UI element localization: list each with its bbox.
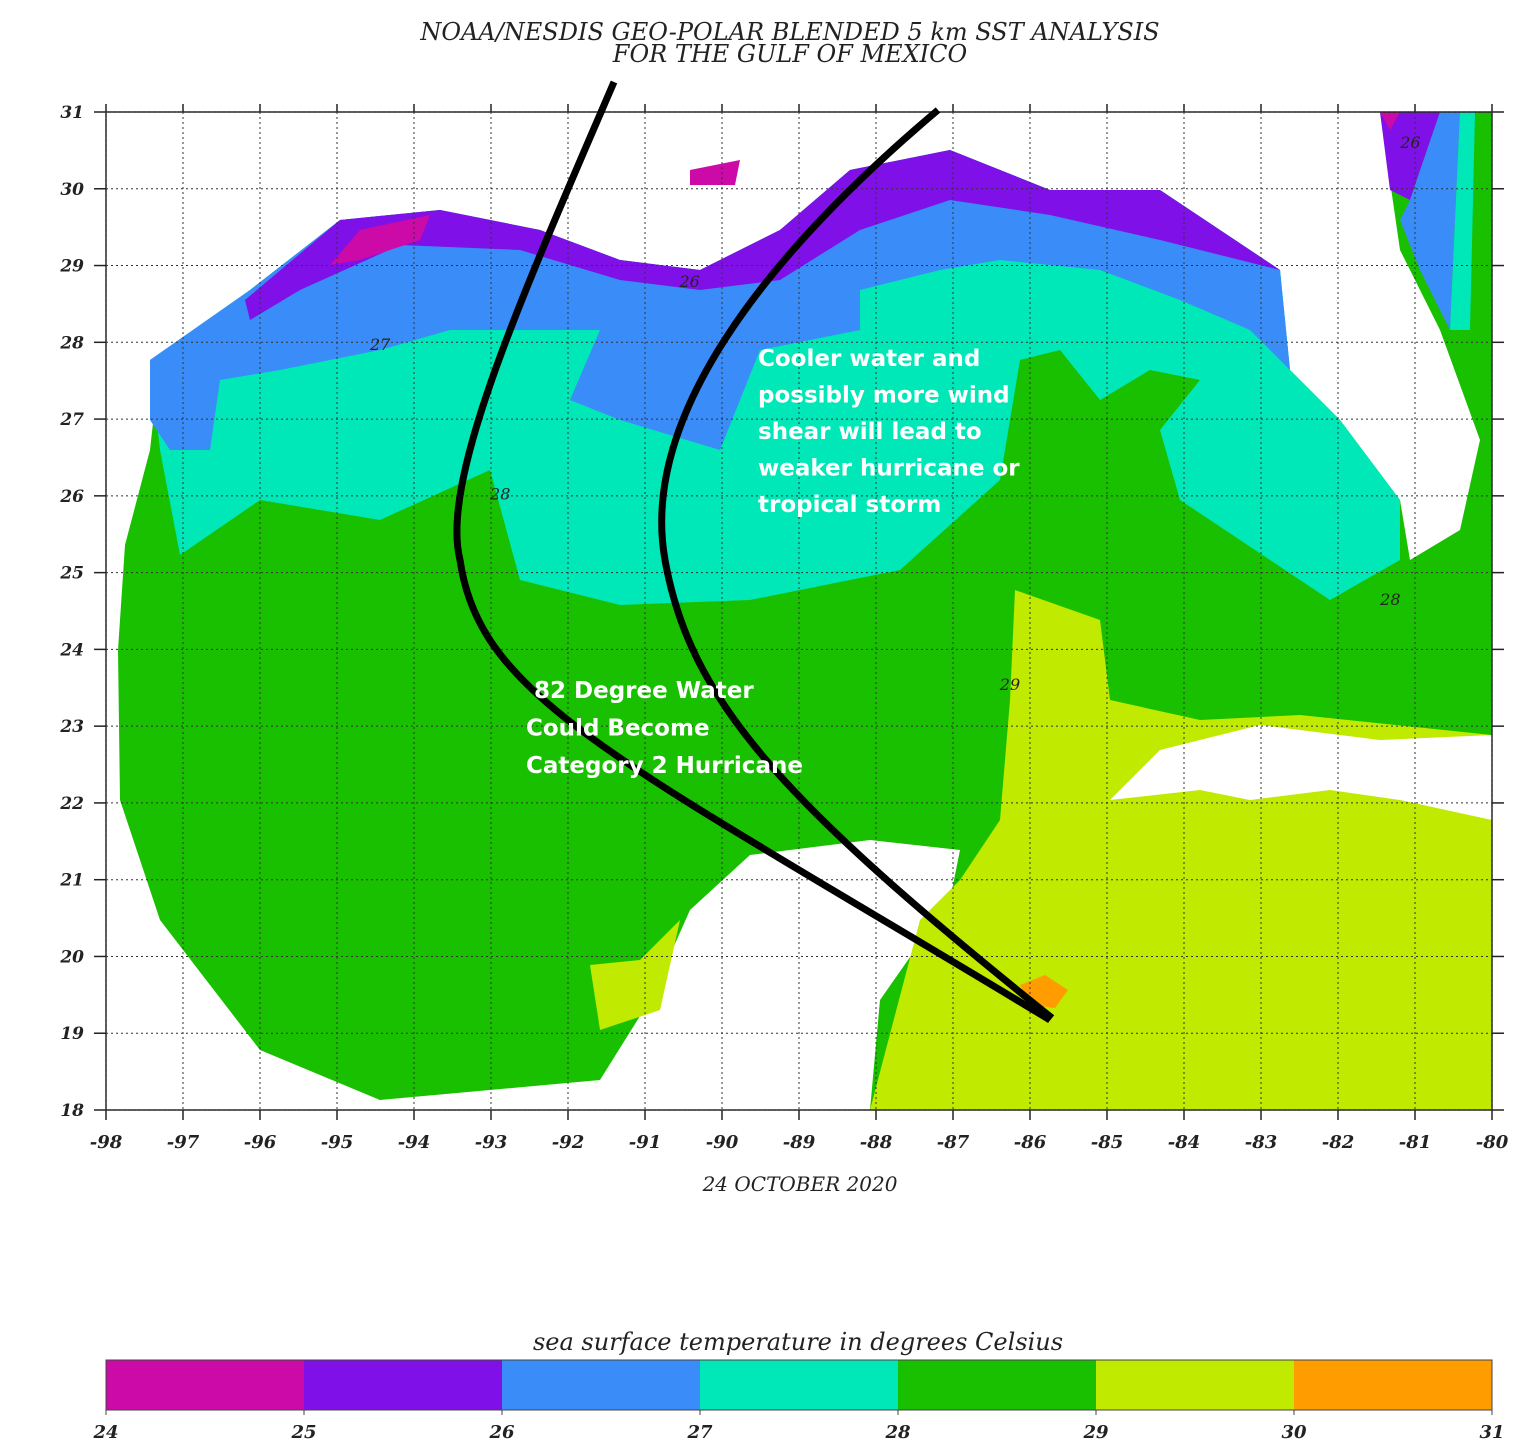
x-tick-label: -84 [1168, 1132, 1201, 1153]
colorbar-tick-label: 28 [884, 1422, 911, 1443]
y-tick-label: 19 [60, 1024, 84, 1044]
colorbar-segment [106, 1360, 304, 1410]
colorbar-segment [1096, 1360, 1294, 1410]
annotation-line: Cooler water and [758, 346, 980, 372]
graticule: -98 -97 -96 -95 -94 -93 -92 -91 -90 -89 -88 -87 -86 -… [59, 103, 1508, 1153]
annotation-line: shear will lead to [758, 419, 982, 445]
y-tick-label: 21 [59, 871, 84, 891]
x-tick-label: -94 [398, 1132, 431, 1153]
x-tick-label: -80 [1476, 1132, 1509, 1153]
contour-labels: 26 27 28 29 28 26 [369, 133, 1421, 694]
track-left [453, 80, 1052, 1023]
x-tick-label: -88 [860, 1132, 893, 1153]
y-tick-label: 24 [59, 640, 84, 660]
colorbar-frame [105, 1359, 1493, 1411]
colorbar-segment [502, 1360, 700, 1410]
colorbar-tick-label: 27 [686, 1422, 713, 1443]
annotation-line: 82 Degree Water [534, 678, 754, 704]
x-tick-label: -91 [629, 1132, 662, 1153]
cuba [1110, 725, 1492, 820]
x-tick-label: -93 [475, 1132, 508, 1153]
x-tick-label: -97 [167, 1132, 200, 1153]
x-tick-label: -89 [783, 1132, 816, 1153]
contour-label: 26 [1399, 133, 1420, 152]
contour-label: 27 [369, 335, 391, 354]
sea-25 [245, 112, 1440, 320]
sea-regions [118, 112, 1492, 1110]
y-tick-label: 31 [60, 103, 84, 123]
x-tick-label: -92 [552, 1132, 585, 1153]
title-line: FOR THE GULF OF MEXICO [612, 40, 968, 68]
colorbar-segment [700, 1360, 898, 1410]
colorbar-segment [1294, 1360, 1492, 1410]
x-tick-label: -96 [244, 1132, 277, 1153]
colorbar-tick-label: 25 [290, 1422, 316, 1443]
colorbar-label: sea surface temperature in degrees Celsi… [533, 1328, 1063, 1356]
annotation-line: Category 2 Hurricane [526, 753, 803, 779]
colorbar-tick-label: 29 [1082, 1422, 1109, 1443]
y-tick-label: 27 [59, 410, 84, 430]
storm-tracks [453, 80, 1055, 1023]
y-tick-label: 28 [59, 333, 84, 353]
y-tick-label: 22 [59, 794, 84, 814]
annotation-line: tropical storm [758, 492, 941, 518]
florida-band [1400, 112, 1460, 330]
colorbar-segment [898, 1360, 1096, 1410]
annotation-line: Could Become [526, 716, 710, 742]
y-tick-label: 25 [59, 564, 84, 584]
contour-label: 29 [999, 675, 1020, 694]
x-tick-label: -98 [90, 1132, 123, 1153]
title-line: NOAA/NESDIS GEO-POLAR BLENDED 5 km SST A… [419, 18, 1159, 46]
colorbar-tick-label: 30 [1281, 1422, 1307, 1443]
track-right [658, 107, 1055, 1021]
colorbar: 24 25 26 27 28 29 30 31 [92, 1359, 1505, 1443]
x-tick-label: -90 [706, 1132, 739, 1153]
y-tick-label: 18 [60, 1101, 84, 1121]
colorbar-tick-label: 26 [488, 1422, 515, 1443]
x-tick-label: -95 [321, 1132, 354, 1153]
annotation: Cooler water and possibly more wind shear … [758, 346, 1020, 518]
date: 24 OCTOBER 2020 [702, 1172, 898, 1196]
x-tick-label: -87 [937, 1132, 970, 1153]
annotation: 82 Degree Water Could Become Category 2 Hu… [526, 678, 803, 779]
x-tick-label: -83 [1245, 1132, 1278, 1153]
y-tick-label: 23 [59, 717, 84, 737]
contour-label: 28 [1379, 590, 1400, 609]
y-tick-label: 30 [60, 180, 84, 200]
colorbar-segment [304, 1360, 502, 1410]
contour-label: 28 [489, 485, 510, 504]
x-tick-label: -82 [1322, 1132, 1355, 1153]
contour-label: 26 [678, 272, 699, 291]
x-tick-label: -81 [1399, 1132, 1432, 1153]
y-tick-label: 20 [59, 947, 84, 967]
y-tick-label: 29 [59, 257, 84, 277]
colorbar-tick-label: 31 [1479, 1422, 1504, 1443]
sea-29 [590, 590, 1492, 1110]
x-tick-label: -86 [1014, 1132, 1047, 1153]
colorbar-tick-label: 24 [92, 1422, 118, 1443]
florida-band [1450, 112, 1475, 330]
annotation-line: weaker hurricane or [758, 456, 1020, 482]
y-tick-label: 26 [59, 487, 84, 507]
x-tick-label: -85 [1091, 1132, 1124, 1153]
annotation-line: possibly more wind [758, 383, 1010, 409]
